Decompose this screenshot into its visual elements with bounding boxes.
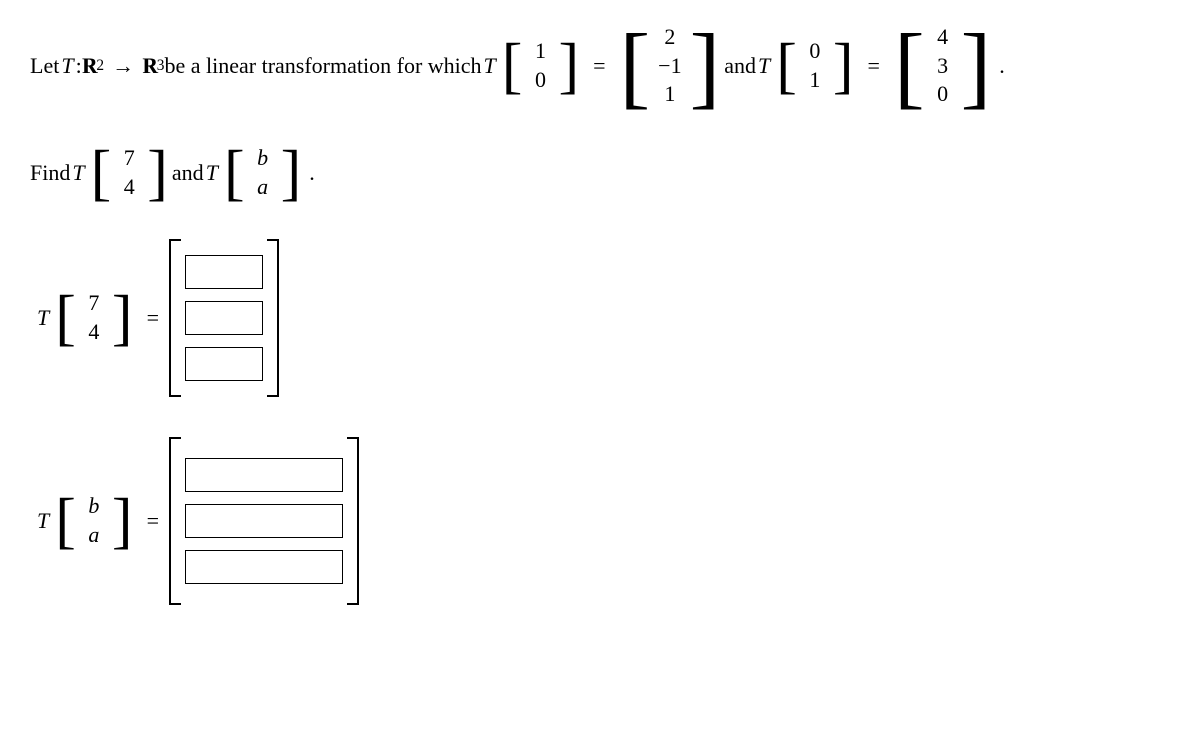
vec-b-a: [ b a ] [224, 142, 301, 204]
answer2-input-3[interactable] [185, 550, 343, 584]
arrow: → [112, 53, 134, 79]
T-ans-1: T [37, 305, 49, 331]
equals-1: = [593, 53, 605, 79]
vec-result-2: [ 4 3 0 ] [894, 20, 991, 112]
vec-result-1: [ 2 −1 1 ] [620, 20, 721, 112]
vec-ans2-ba: [ b a ] [55, 490, 132, 552]
period-2: . [309, 160, 315, 186]
answer2-input-2[interactable] [185, 504, 343, 538]
T-find-2: T [206, 160, 218, 186]
T-symbol: T [61, 53, 73, 79]
input-vec-1 [169, 239, 279, 397]
answer-row-2: T [ b a ] = [35, 437, 1170, 605]
answer1-input-1[interactable] [185, 255, 263, 289]
find-statement: Find T [ 7 4 ] and T [ b a ] . [30, 142, 1170, 204]
T-before-vec2: T [758, 53, 770, 79]
R-symbol-2: R [142, 53, 157, 79]
vec-0-1: [ 0 1 ] [776, 35, 853, 97]
T-before-vec1: T [484, 53, 496, 79]
answer-row-1: T [ 7 4 ] = [35, 239, 1170, 397]
T-ans-2: T [37, 508, 49, 534]
find-prefix: Find [30, 160, 70, 186]
equals-ans2: = [147, 508, 159, 534]
answer1-input-3[interactable] [185, 347, 263, 381]
prefix-text: Let [30, 53, 59, 79]
period-1: . [999, 53, 1005, 79]
vec-7-4: [ 7 4 ] [91, 142, 168, 204]
mid-text: be a linear transformation for which [164, 53, 481, 79]
find-and: and [172, 160, 204, 186]
and-text: and [724, 53, 756, 79]
equals-ans1: = [147, 305, 159, 331]
answer2-input-1[interactable] [185, 458, 343, 492]
answer1-input-2[interactable] [185, 301, 263, 335]
input-vec-2 [169, 437, 359, 605]
vec-ans1-74: [ 7 4 ] [55, 287, 132, 349]
problem-statement: Let T : R2 → R3 be a linear transformati… [30, 20, 1170, 112]
T-find-1: T [72, 160, 84, 186]
vec-1-0: [ 1 0 ] [502, 35, 579, 97]
equals-2: = [868, 53, 880, 79]
R-symbol: R [82, 53, 97, 79]
